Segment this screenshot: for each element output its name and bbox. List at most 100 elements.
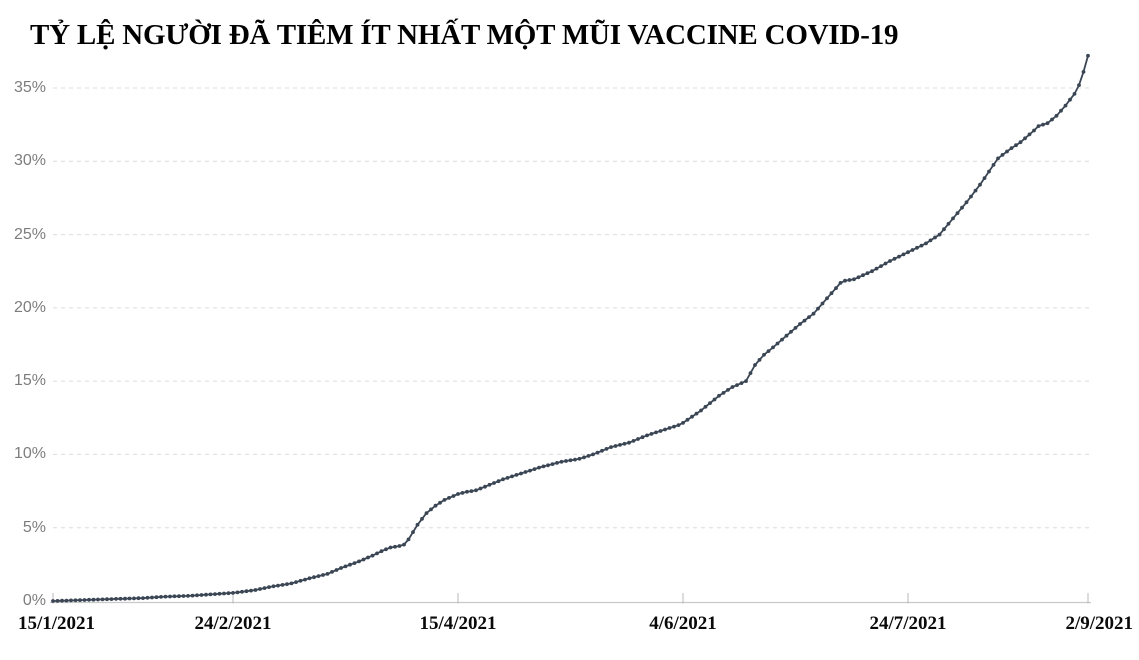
data-point-marker	[190, 593, 195, 598]
data-point-marker	[555, 461, 559, 465]
data-point-marker	[883, 261, 888, 266]
data-point-marker	[955, 211, 960, 216]
data-point-marker	[343, 564, 348, 569]
data-point-marker	[226, 591, 231, 596]
data-point-marker	[906, 250, 910, 255]
data-point-marker	[465, 489, 469, 494]
data-point-marker	[762, 352, 766, 357]
data-point-marker	[753, 363, 757, 367]
data-point-marker	[703, 404, 708, 409]
data-point-marker	[523, 470, 528, 474]
data-point-marker	[712, 397, 717, 402]
data-point-marker	[118, 596, 123, 601]
data-point-marker	[402, 542, 406, 547]
data-point-marker	[613, 444, 618, 448]
data-point-marker	[951, 216, 955, 221]
data-point-marker	[415, 522, 420, 527]
x-axis-label: 15/1/2021	[18, 613, 96, 634]
data-point-marker	[235, 590, 240, 595]
data-point-marker	[213, 592, 217, 596]
data-point-marker	[519, 471, 523, 476]
data-point-marker	[1063, 103, 1068, 108]
data-point-marker	[933, 235, 937, 240]
data-point-marker	[537, 465, 541, 470]
data-point-marker	[73, 598, 78, 603]
data-point-marker	[748, 371, 753, 375]
data-point-marker	[420, 517, 424, 521]
data-point-marker	[348, 562, 352, 567]
y-axis-label: 35%	[13, 79, 46, 96]
data-point-marker	[294, 580, 298, 584]
data-point-marker	[514, 473, 519, 477]
data-point-marker	[600, 448, 604, 453]
data-point-marker	[946, 221, 951, 226]
data-point-marker	[586, 454, 591, 458]
data-point-marker	[618, 443, 622, 447]
data-point-marker	[937, 232, 942, 237]
data-point-marker	[901, 252, 906, 257]
data-point-marker	[208, 592, 213, 597]
data-point-marker	[1041, 122, 1045, 127]
data-point-marker	[244, 589, 249, 594]
data-point-marker	[330, 570, 334, 574]
data-point-marker	[339, 566, 343, 570]
data-point-marker	[532, 467, 537, 471]
data-point-marker	[690, 414, 694, 419]
data-point-marker	[222, 591, 226, 596]
data-point-marker	[145, 595, 150, 600]
data-point-marker	[91, 597, 96, 602]
data-point-marker	[1000, 153, 1005, 157]
data-point-marker	[649, 432, 654, 436]
data-point-marker	[811, 311, 816, 316]
data-point-marker	[582, 455, 586, 460]
data-point-marker	[438, 500, 442, 505]
data-point-marker	[411, 530, 415, 534]
data-point-marker	[834, 286, 838, 290]
data-point-marker	[1050, 117, 1054, 122]
data-point-marker	[1005, 149, 1009, 154]
data-point-marker	[82, 598, 87, 602]
data-point-marker	[784, 333, 789, 338]
data-point-marker	[978, 182, 982, 187]
data-point-marker	[744, 379, 748, 383]
data-point-marker	[1081, 70, 1086, 74]
data-point-marker	[105, 597, 109, 602]
data-point-marker	[843, 278, 847, 283]
y-axis-label: 20%	[13, 298, 46, 316]
data-point-marker	[307, 576, 312, 581]
data-point-marker	[645, 433, 649, 438]
data-point-marker	[492, 481, 496, 485]
data-point-marker	[852, 277, 856, 282]
data-point-marker	[1068, 97, 1072, 102]
data-point-marker	[469, 489, 474, 493]
y-axis-label: 30%	[13, 152, 46, 170]
data-point-marker	[870, 269, 874, 274]
data-point-marker	[267, 585, 271, 589]
chart-title: TỶ LỆ NGƯỜI ĐÃ TIÊM ÍT NHẤT MỘT MŨI VACC…	[30, 19, 899, 51]
data-point-marker	[915, 245, 919, 250]
vaccination-rate-line	[52, 54, 1089, 602]
data-point-marker	[433, 503, 438, 508]
data-point-marker	[204, 592, 208, 597]
data-point-marker	[298, 578, 303, 583]
data-point-marker	[550, 462, 555, 466]
data-point-marker	[388, 545, 393, 550]
data-point-marker	[136, 596, 141, 601]
data-point-marker	[780, 337, 784, 342]
data-point-marker	[55, 599, 60, 603]
data-point-marker	[789, 329, 793, 334]
data-point-marker	[141, 596, 145, 600]
data-point-marker	[258, 587, 262, 591]
data-point-marker	[69, 598, 73, 603]
data-point-marker	[973, 188, 978, 193]
data-point-marker	[127, 596, 132, 601]
data-point-marker	[64, 598, 69, 603]
data-point-marker	[861, 273, 865, 278]
data-point-marker	[573, 457, 577, 462]
data-point-marker	[798, 322, 802, 326]
data-point-marker	[109, 597, 114, 601]
data-point-marker	[312, 575, 316, 580]
data-point-marker	[87, 597, 91, 602]
y-axis-label: 25%	[13, 225, 46, 243]
